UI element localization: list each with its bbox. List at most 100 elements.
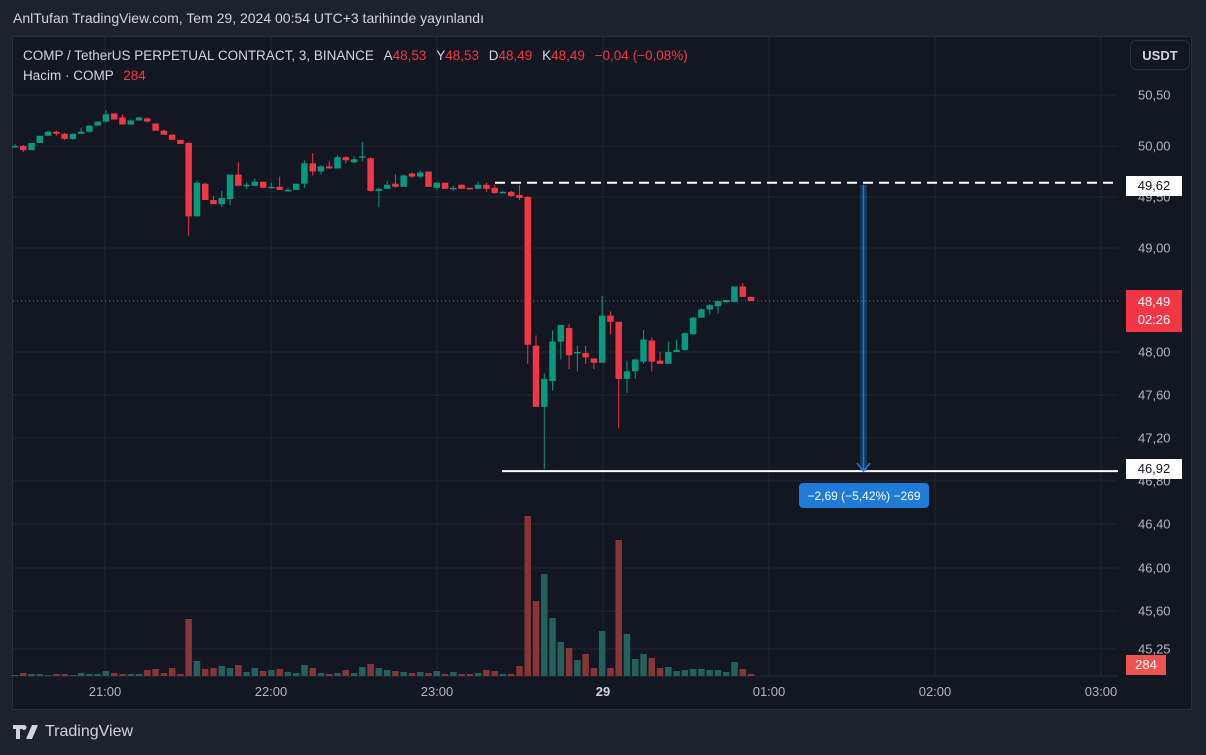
volume-bar: [135, 674, 143, 676]
volume-bar: [177, 674, 184, 676]
last-price: 48,49: [1137, 294, 1171, 309]
candle-body: [61, 133, 68, 139]
price-tick: 46,00: [1138, 560, 1171, 576]
candle-body: [367, 158, 374, 191]
volume-bar: [640, 654, 647, 676]
volume-bar: [665, 667, 672, 676]
candle-body: [483, 184, 490, 189]
volume-bar: [747, 674, 755, 676]
measure-top-price-label: 49,62: [1126, 176, 1182, 196]
candle-body: [309, 163, 316, 172]
candle-body: [425, 171, 432, 187]
currency-button[interactable]: USDT: [1130, 40, 1190, 70]
volume-bar: [144, 670, 151, 676]
volume-bar: [160, 673, 168, 676]
tradingview-logo[interactable]: TradingView: [13, 723, 133, 741]
measure-bottom-price-label: 46,92: [1126, 459, 1182, 479]
volume-bar: [359, 667, 366, 676]
candle-body: [110, 113, 118, 120]
price-tick: 47,60: [1138, 387, 1171, 403]
volume-bar: [722, 672, 730, 676]
volume-bar: [86, 674, 93, 676]
volume-bar: [433, 671, 441, 676]
volume-bar: [292, 673, 300, 676]
symbol-title[interactable]: COMP / TetherUS PERPETUAL CONTRACT, 3, B…: [23, 48, 374, 63]
volume-bar: [185, 619, 192, 676]
volume-bar: [706, 670, 713, 676]
price-tick: 50,00: [1138, 138, 1171, 154]
price-tick: 47,20: [1138, 430, 1171, 446]
volume-bar: [466, 674, 474, 676]
candle-body: [301, 163, 308, 184]
volume-bar: [731, 662, 738, 676]
candle-body: [144, 118, 151, 122]
candle-body: [177, 139, 184, 144]
volume-bar: [565, 648, 573, 676]
volume-bar: [218, 666, 225, 676]
volume-bar: [623, 634, 631, 676]
candle-body: [243, 184, 250, 187]
arrow-down-icon: [856, 462, 871, 473]
volume-bar: [516, 666, 523, 676]
candle-body: [416, 172, 424, 177]
tradingview-logo-icon: [13, 725, 38, 739]
volume-bar: [77, 673, 85, 676]
volume-label[interactable]: Hacim · COMP: [23, 68, 114, 83]
volume-bar: [400, 672, 407, 676]
candle-body: [20, 146, 27, 151]
candle-body: [350, 159, 358, 163]
candle-body: [201, 183, 209, 201]
candle-body: [541, 378, 548, 407]
volume-bar: [284, 672, 292, 676]
volume-bar: [648, 658, 656, 676]
volume-bar: [235, 665, 242, 676]
time-tick: 03:00: [1084, 684, 1118, 699]
candle-body: [135, 117, 143, 121]
candle-body: [235, 174, 242, 186]
volume-bar: [301, 665, 308, 676]
candle-body: [259, 181, 267, 188]
candle-body: [681, 333, 689, 350]
volume-bar: [425, 673, 432, 676]
candle-body: [383, 184, 391, 189]
candle-body: [185, 142, 192, 217]
candle-body: [640, 339, 647, 362]
candle-body: [474, 184, 482, 189]
volume-bar: [375, 668, 383, 676]
candle-body: [226, 174, 234, 200]
volume-bar: [383, 670, 391, 676]
volume-bar: [226, 668, 234, 676]
candle-body: [648, 340, 656, 362]
close-label: K: [542, 48, 552, 63]
price-tick: 45,60: [1138, 603, 1171, 619]
candle-body: [607, 315, 614, 322]
volume-bar: [168, 668, 176, 676]
chart-panel[interactable]: [12, 36, 1192, 710]
candle-body: [276, 186, 283, 190]
volume-bar: [53, 674, 60, 676]
volume-bar: [276, 669, 283, 676]
candle-body: [375, 188, 383, 191]
candle-body: [77, 131, 85, 134]
volume-bar: [689, 669, 697, 676]
candle-body: [119, 117, 126, 125]
volume-row: Hacim · COMP 284: [23, 66, 688, 86]
candle-body: [94, 121, 101, 126]
candle-body: [251, 181, 259, 186]
candle-body: [450, 187, 457, 190]
measure-result-label[interactable]: −2,69 (−5,42%) −269: [799, 483, 929, 508]
price-tick: 45,25: [1138, 641, 1171, 657]
candle-body: [632, 359, 639, 372]
volume-bar: [268, 670, 275, 676]
low-label: D: [488, 48, 499, 63]
volume-bar: [367, 664, 374, 676]
candle-body: [69, 133, 77, 139]
candle-body: [516, 194, 523, 199]
volume-bar: [483, 670, 490, 676]
volume-bar: [317, 673, 325, 676]
candle-body: [739, 286, 747, 297]
volume-bar: [598, 631, 606, 676]
volume-bar: [326, 674, 333, 676]
candle-body: [557, 324, 565, 342]
